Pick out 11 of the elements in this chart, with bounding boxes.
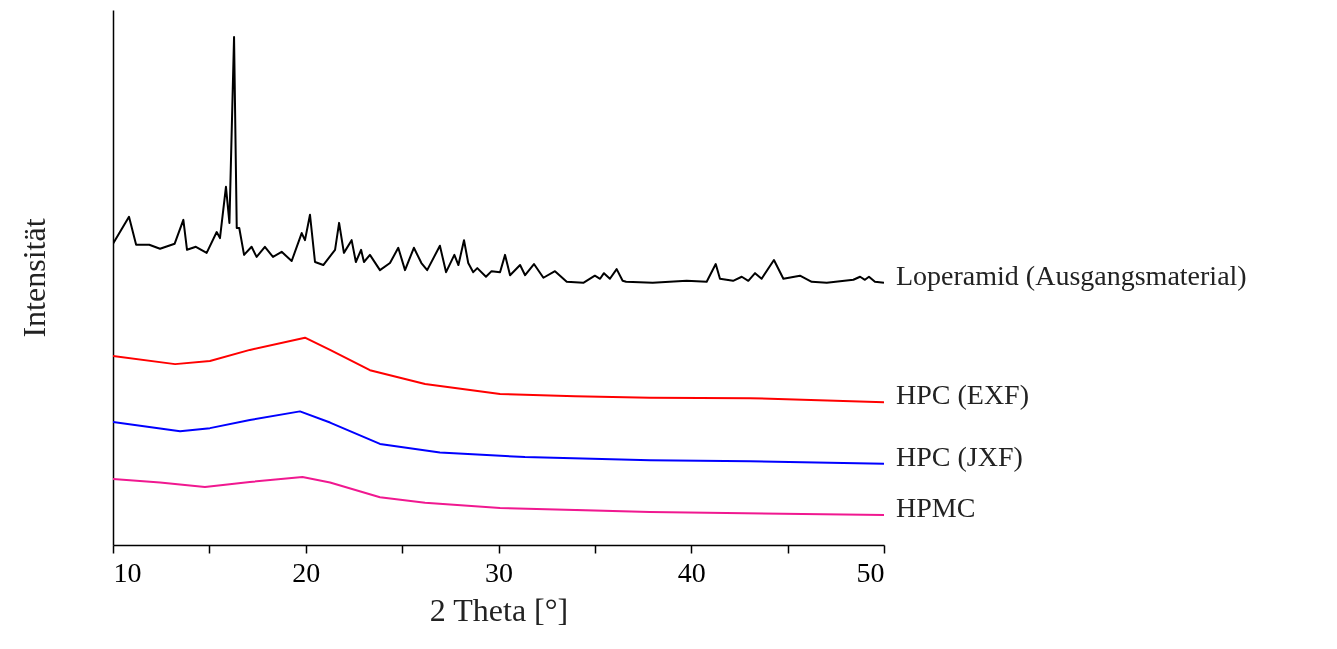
series-label: HPC (EXF) — [896, 379, 1030, 411]
x-tick-label: 20 — [292, 556, 321, 588]
series-label: Loperamid (Ausgangsmaterial) — [896, 259, 1247, 291]
x-tick-label: 30 — [485, 556, 513, 588]
x-tick-label: 10 — [113, 556, 142, 588]
x-axis-title: 2 Theta [°] — [429, 591, 569, 628]
x-tick-label: 50 — [856, 556, 885, 588]
series-label: HPMC — [896, 492, 976, 524]
y-axis-title: Intensität — [15, 218, 52, 338]
x-tick-label: 40 — [677, 556, 706, 588]
series-label: HPC (JXF) — [896, 440, 1023, 472]
